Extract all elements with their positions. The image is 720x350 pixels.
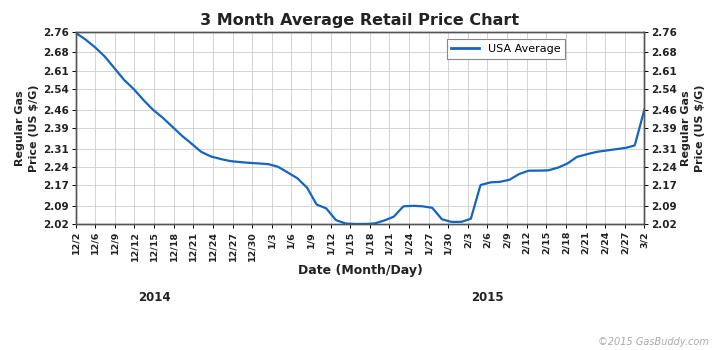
Legend: USA Average: USA Average bbox=[446, 39, 565, 59]
Y-axis label: Regular Gas
Price (US $/G): Regular Gas Price (US $/G) bbox=[681, 84, 706, 172]
Text: ©2015 GasBuddy.com: ©2015 GasBuddy.com bbox=[598, 337, 709, 347]
Y-axis label: Regular Gas
Price (US $/G): Regular Gas Price (US $/G) bbox=[14, 84, 39, 172]
X-axis label: Date (Month/Day): Date (Month/Day) bbox=[297, 264, 423, 277]
Title: 3 Month Average Retail Price Chart: 3 Month Average Retail Price Chart bbox=[200, 13, 520, 28]
Text: 2014: 2014 bbox=[138, 290, 171, 304]
Text: 2015: 2015 bbox=[471, 290, 504, 304]
